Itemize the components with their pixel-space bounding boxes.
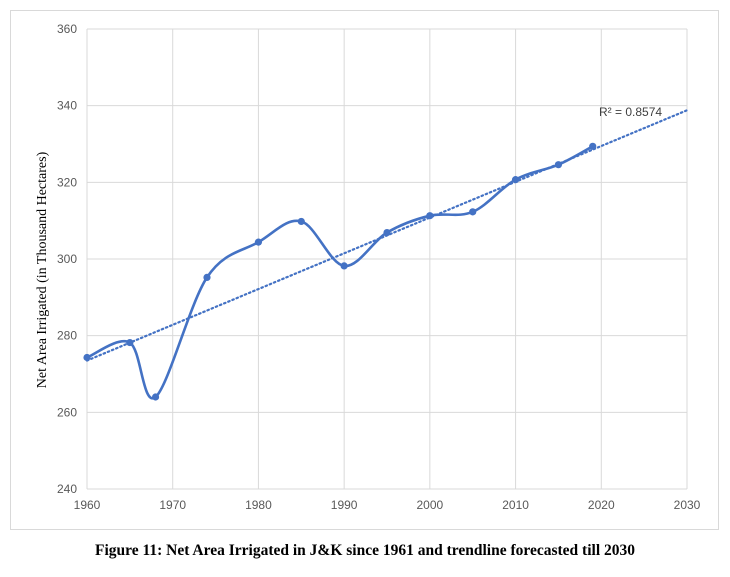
data-point-marker xyxy=(203,273,211,281)
data-point-marker xyxy=(469,208,477,216)
y-tick-label: 320 xyxy=(57,175,77,189)
r-squared-label: R² = 0.8574 xyxy=(599,105,662,119)
data-point-marker xyxy=(554,161,563,169)
grid-lines xyxy=(86,28,688,490)
chart-frame: 240 260 280 300 320 340 360 1960 1970 1980 1990 200… xyxy=(10,10,719,530)
data-point-marker xyxy=(254,238,263,246)
y-tick-label: 360 xyxy=(57,22,77,36)
series-group xyxy=(83,142,597,401)
x-tick-label: 1970 xyxy=(159,498,186,512)
series-line xyxy=(85,145,595,400)
data-point-marker xyxy=(126,338,134,347)
y-tick-label: 300 xyxy=(57,252,77,266)
data-point-marker xyxy=(426,212,434,220)
x-tick-label: 1960 xyxy=(74,498,101,512)
x-tick-label: 2030 xyxy=(674,498,701,512)
y-tick-label: 240 xyxy=(57,482,77,496)
data-point-marker xyxy=(297,217,305,226)
y-axis-title: Net Area Irrigated (in Thousand Hectares… xyxy=(35,151,50,388)
tick-labels: 240 260 280 300 320 340 360 1960 1970 1980 1990 200… xyxy=(57,22,701,512)
figure-caption: Figure 11: Net Area Irrigated in J&K sin… xyxy=(94,542,635,559)
x-tick-label: 1990 xyxy=(331,498,358,512)
data-point-marker xyxy=(83,353,91,362)
y-tick-label: 280 xyxy=(57,329,77,343)
data-point-marker xyxy=(340,262,348,270)
chart-svg: 240 260 280 300 320 340 360 1960 1970 1980 1990 200… xyxy=(35,22,701,512)
data-point-marker xyxy=(511,176,520,184)
data-point-marker xyxy=(383,228,391,237)
data-point-marker xyxy=(589,142,597,150)
x-tick-label: 1980 xyxy=(245,498,272,512)
y-tick-label: 260 xyxy=(57,405,77,419)
y-tick-label: 340 xyxy=(57,99,77,113)
x-tick-label: 2020 xyxy=(588,498,615,512)
x-tick-label: 2000 xyxy=(417,498,444,512)
data-point-marker xyxy=(151,393,160,401)
x-tick-label: 2010 xyxy=(502,498,529,512)
